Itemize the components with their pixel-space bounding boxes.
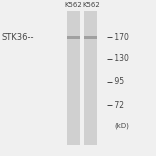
Text: STK36--: STK36-- bbox=[2, 33, 34, 42]
Text: K562: K562 bbox=[82, 2, 100, 8]
Bar bbox=[84, 11, 97, 145]
Text: 170: 170 bbox=[112, 33, 129, 42]
Text: (kD): (kD) bbox=[114, 122, 129, 129]
Text: K562: K562 bbox=[64, 2, 82, 8]
Text: 95: 95 bbox=[112, 77, 124, 86]
Bar bbox=[67, 36, 80, 39]
Bar bbox=[67, 11, 80, 145]
Bar bbox=[84, 36, 97, 39]
Text: 130: 130 bbox=[112, 54, 129, 63]
Text: 72: 72 bbox=[112, 101, 124, 110]
